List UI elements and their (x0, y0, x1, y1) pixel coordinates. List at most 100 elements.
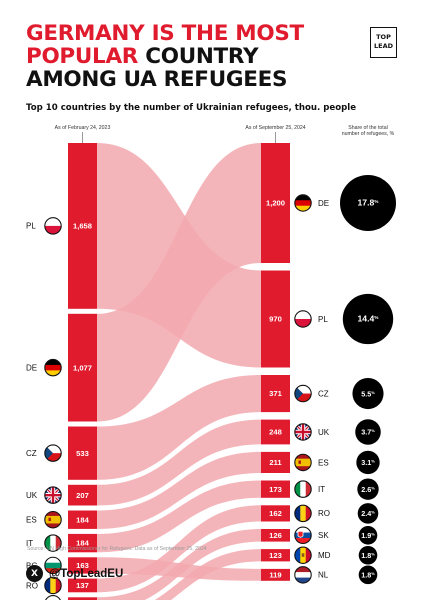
left-flag-bulgaria-icon (44, 556, 62, 575)
share-value-sk: 1.9% (361, 531, 375, 540)
left-code-es: ES (26, 516, 37, 525)
left-value-ro: 137 (76, 581, 89, 590)
title-line-3: AMONG UA REFUGEES (26, 67, 288, 92)
left-flag-poland-icon (44, 217, 62, 235)
logo-line-2: LEAD (373, 42, 393, 50)
right-code-uk: UK (318, 428, 330, 437)
left-flag-czechia-icon-stripe (44, 453, 62, 462)
left-flag-czechia-icon-border (44, 444, 62, 462)
left-flag-slovakia-icon-stripe (44, 595, 62, 600)
left-flag-slovakia-icon-fill (44, 595, 62, 600)
left-code-de: DE (26, 363, 37, 372)
left-flag-czechia-icon-fill (44, 444, 62, 462)
left-flag-uk-icon (44, 486, 62, 504)
right-bar-pl (261, 270, 290, 368)
right-flag-romania-icon-fill (294, 505, 312, 522)
right-flag-romania-icon-border (294, 504, 312, 523)
left-code-pl: PL (26, 222, 36, 231)
left-flag-romania-icon-border (44, 576, 62, 595)
left-bar-pl (68, 143, 97, 309)
share-value-cz: 5.5% (361, 389, 375, 398)
right-code-de: DE (318, 199, 329, 208)
left-flag-romania-icon-stripe (55, 577, 62, 594)
share-value-md: 1.8% (361, 551, 375, 560)
title-line-1: GERMANY IS THE MOST (26, 21, 304, 46)
title-line-2-black: COUNTRY (145, 44, 259, 69)
right-flag-germany-icon-stripe (294, 200, 312, 207)
right-flag-netherlands-icon (294, 566, 312, 584)
share-value-nl: 1.8% (361, 571, 375, 580)
right-flag-czechia-icon-triangle (294, 385, 303, 402)
left-flag-germany-icon (44, 358, 62, 377)
left-flag-germany-icon-stripe (44, 370, 62, 376)
right-bar-cz (261, 375, 290, 413)
right-value-ro: 162 (269, 509, 282, 518)
right-code-it: IT (318, 485, 325, 494)
left-code-it: IT (26, 539, 33, 548)
right-flag-netherlands-icon-stripe (294, 577, 312, 584)
right-flag-netherlands-icon-fill (294, 566, 312, 584)
right-flag-czechia-icon (294, 384, 312, 403)
right-flag-spain-icon-fill (294, 454, 312, 471)
right-flag-netherlands-icon-stripe (294, 566, 312, 573)
left-flag-romania-icon (44, 576, 62, 595)
right-flag-netherlands-icon-stripe (294, 572, 312, 578)
right-bar-ro (261, 505, 290, 522)
x-logo-icon[interactable]: X (26, 565, 43, 582)
right-value-es: 211 (269, 458, 282, 467)
social-handle[interactable]: @TopLeadEU (49, 567, 124, 580)
left-bar-uk (68, 484, 97, 506)
share-value-de: 17.8% (358, 198, 380, 208)
right-flag-poland-icon-fill (294, 310, 312, 328)
left-flag-italy-icon-border (44, 534, 62, 552)
right-flag-italy-icon-fill (294, 480, 312, 498)
right-flag-czechia-icon-border (294, 384, 312, 403)
left-flag-italy-icon-fill (44, 534, 62, 552)
right-flag-germany-icon-stripe (294, 205, 312, 212)
right-bar-es (261, 451, 290, 473)
right-flag-poland-icon (294, 310, 312, 328)
right-flag-germany-icon-fill (294, 194, 312, 212)
flow-group (97, 143, 261, 600)
right-flag-italy-icon-stripe (300, 480, 307, 498)
left-code-ro: RO (26, 581, 38, 590)
right-flag-slovakia-icon (294, 526, 312, 545)
left-flag-spain-icon (44, 510, 62, 529)
right-value-it: 173 (269, 485, 282, 494)
right-code-pl: PL (318, 315, 328, 324)
flow-ro (97, 505, 261, 593)
left-column-label: As of February 24, 2023 (55, 125, 111, 131)
right-value-de: 1,200 (266, 199, 285, 208)
right-code-nl: NL (318, 571, 329, 580)
left-flag-czechia-icon-triangle (44, 444, 53, 462)
right-code-md: MD (318, 551, 331, 560)
left-flag-slovakia-icon (44, 595, 62, 600)
right-flag-slovakia-icon-border (294, 526, 312, 545)
left-flag-bulgaria-icon-stripe (44, 557, 62, 564)
right-flag-romania-icon-stripe (305, 505, 312, 522)
right-flag-moldova-icon-stripe (305, 547, 312, 564)
right-flag-czechia-icon-stripe (294, 393, 312, 402)
left-flag-germany-icon-border (44, 358, 62, 377)
right-flag-czechia-icon-fill (294, 385, 312, 402)
share-bubble-uk (355, 419, 381, 445)
left-flag-bulgaria-icon-border (44, 556, 62, 575)
right-value-pl: 970 (269, 315, 282, 324)
right-flag-moldova-icon (294, 546, 312, 564)
right-column-label: As of September 25, 2024 (245, 125, 305, 131)
share-bubble-pl (342, 293, 394, 345)
left-value-uk: 207 (76, 491, 89, 500)
right-code-cz: CZ (318, 389, 329, 398)
right-flag-spain-icon-border (294, 453, 312, 472)
flow-cz (97, 375, 261, 480)
right-flag-moldova-icon-emblem (301, 553, 305, 557)
right-value-uk: 248 (269, 428, 282, 437)
right-value-nl: 119 (269, 570, 281, 579)
left-flag-czechia-icon-stripe (44, 444, 62, 454)
share-bubble-sk (358, 526, 378, 545)
left-flag-poland-icon-stripe (44, 217, 62, 227)
right-flag-spain-icon (294, 453, 312, 472)
share-bubble-es (356, 450, 380, 475)
chart-subtitle: Top 10 countries by the number of Ukrain… (26, 103, 357, 113)
left-flag-poland-icon-fill (44, 217, 62, 235)
